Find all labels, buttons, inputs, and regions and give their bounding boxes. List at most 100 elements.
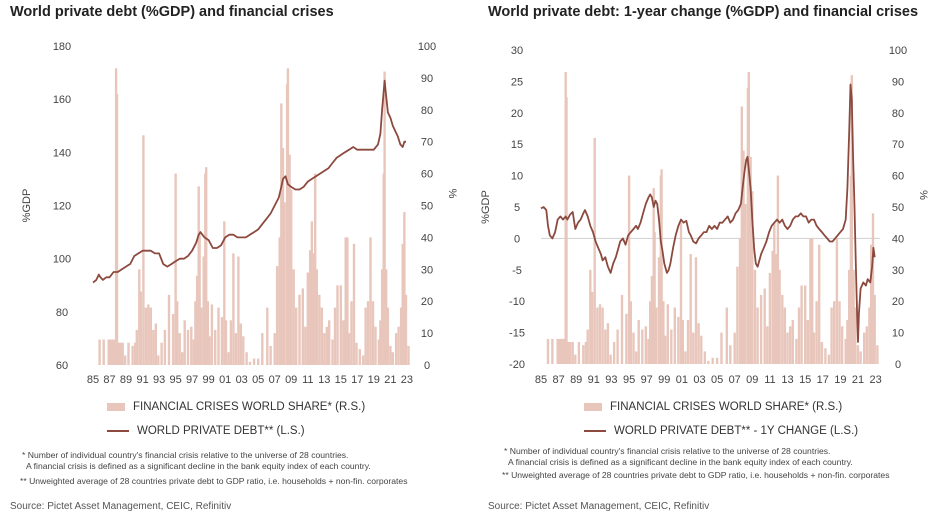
crisis-share-bar (364, 307, 367, 365)
crisis-share-bar (776, 175, 780, 364)
right-axis-label: % (917, 190, 929, 200)
chart-panel-debt-level: World private debt (%GDP) and financial … (10, 4, 458, 512)
right-axis-tick-label: 80 (892, 108, 904, 120)
legend-bar-swatch (584, 402, 602, 411)
x-axis-tick-label: 19 (368, 374, 380, 386)
chart-panel-debt-change: World private debt: 1-year change (%GDP)… (468, 0, 936, 520)
crisis-share-bar (371, 301, 375, 365)
x-axis-tick-label: 97 (186, 374, 198, 386)
crisis-share-bar (110, 339, 114, 365)
crisis-share-bar (383, 71, 386, 365)
x-axis-tick-label: 91 (136, 374, 148, 386)
x-axis-tick-label: 93 (153, 374, 165, 386)
crisis-share-bar (157, 355, 160, 365)
left-axis-tick-label: -20 (509, 359, 525, 371)
crisis-share-bar (797, 307, 801, 364)
crisis-share-bar (245, 352, 248, 365)
crisis-share-bar (109, 339, 112, 365)
crisis-share-bar (574, 354, 577, 364)
crisis-share-bar (389, 345, 392, 365)
x-axis-tick-label: 17 (351, 374, 363, 386)
crisis-share-bar (380, 269, 384, 365)
crisis-share-bar (276, 266, 279, 365)
crisis-share-bar (304, 326, 307, 365)
legend-line-swatch (107, 429, 129, 432)
left-axis-tick-label: 100 (53, 254, 71, 266)
crisis-share-bar (655, 307, 658, 364)
crisis-share-bar (637, 320, 640, 364)
right-axis-tick-label: 90 (892, 76, 904, 88)
crisis-share-bar (720, 332, 723, 364)
x-axis-tick-label: 15 (799, 374, 811, 386)
crisis-share-bar (759, 294, 763, 364)
crisis-share-bar (556, 338, 559, 364)
crisis-share-bar (625, 313, 628, 364)
left-axis-tick-label: 120 (53, 201, 71, 213)
crisis-share-bar (181, 352, 184, 365)
crisis-share-bar (778, 269, 781, 364)
right-axis-tick-label: 90 (421, 73, 433, 85)
chart-title: World private debt: 1-year change (%GDP)… (488, 4, 919, 20)
crisis-share-bar (711, 357, 714, 364)
crisis-share-bar (590, 291, 594, 364)
legend-line-label: WORLD PRIVATE DEBT** (L.S.) (137, 425, 305, 437)
crisis-share-bar (747, 72, 750, 364)
crisis-share-bar (766, 326, 769, 364)
crisis-share-bar (208, 336, 211, 365)
right-axis-tick-label: 30 (421, 264, 433, 276)
crisis-share-bar (325, 326, 328, 365)
x-axis-tick-label: 21 (852, 374, 864, 386)
crisis-share-bar (670, 329, 673, 364)
left-axis-label: %GDP (480, 190, 492, 224)
crisis-share-bar (804, 285, 807, 364)
crisis-share-bar (333, 307, 337, 365)
legend-bar-swatch (107, 402, 125, 411)
x-axis-tick-label: 07 (269, 374, 281, 386)
crisis-share-bar (694, 257, 698, 364)
crisis-share-bar (644, 326, 647, 364)
crisis-share-bar (312, 253, 315, 365)
right-axis-tick-label: 0 (895, 359, 901, 371)
crisis-share-bar (366, 301, 370, 365)
crisis-share-bar (664, 335, 667, 364)
crisis-share-bar (401, 243, 404, 365)
left-axis-tick-label: 140 (53, 147, 71, 159)
crisis-share-bar (753, 269, 757, 364)
crisis-share-bar (781, 294, 784, 364)
crisis-share-bar (850, 75, 853, 364)
x-axis-tick-label: 03 (236, 374, 248, 386)
crisis-share-bar (873, 294, 876, 364)
x-axis-tick-label: 99 (658, 374, 670, 386)
crisis-share-bar (627, 175, 631, 364)
crisis-share-bar (350, 301, 353, 365)
crisis-share-bar (257, 358, 260, 365)
crisis-share-bar (560, 338, 563, 364)
x-axis-tick-label: 93 (605, 374, 617, 386)
crisis-share-bar (386, 307, 390, 365)
crisis-share-bar (195, 275, 199, 365)
crisis-share-bar (806, 320, 809, 364)
crisis-share-bar (290, 189, 293, 365)
crisis-share-bar (707, 360, 710, 364)
crisis-share-bar (729, 345, 732, 364)
crisis-share-bar (773, 222, 776, 364)
crisis-share-bar (593, 137, 596, 364)
crisis-share-bar (606, 323, 610, 364)
crisis-share-bar (328, 320, 331, 365)
x-axis-tick-label: 03 (693, 374, 705, 386)
crisis-share-bar (160, 342, 163, 365)
crisis-share-bar (824, 348, 827, 364)
crisis-share-bar (121, 342, 124, 365)
crisis-share-bar (749, 156, 752, 364)
x-axis-tick-label: 87 (103, 374, 115, 386)
crisis-share-bar (577, 342, 581, 364)
crisis-share-bar (318, 294, 321, 365)
crisis-share-bar (342, 320, 345, 365)
crisis-share-bar (133, 342, 137, 365)
crisis-share-bar (323, 333, 326, 365)
crisis-share-bar (407, 345, 410, 365)
crisis-share-bar (789, 326, 792, 364)
crisis-share-bar (612, 342, 616, 364)
crisis-share-bar (809, 238, 812, 364)
right-axis-tick-label: 20 (892, 296, 904, 308)
